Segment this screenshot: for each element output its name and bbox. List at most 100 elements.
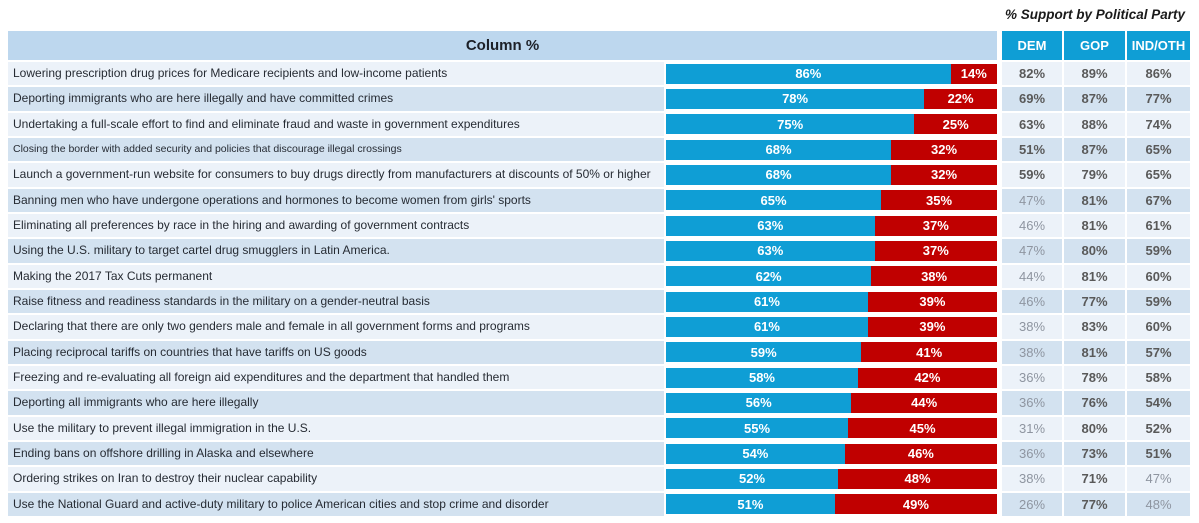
support-oppose-bar: 58% 42% [666, 365, 997, 390]
policy-label: Raise fitness and readiness standards in… [8, 289, 664, 314]
gop-column-header: GOP [1064, 31, 1125, 60]
oppose-segment: 48% [838, 468, 997, 489]
policy-label: Declaring that there are only two gender… [8, 315, 664, 339]
table-row: Making the 2017 Tax Cuts permanent 62% 3… [8, 264, 1190, 290]
dem-value: 63% [1002, 112, 1062, 136]
ind-oth-value: 77% [1127, 87, 1190, 111]
rows: Lowering prescription drug prices for Me… [8, 62, 1190, 518]
policy-label: Lowering prescription drug prices for Me… [8, 62, 664, 86]
stacked-bar: 78% 22% [666, 88, 997, 109]
gop-value: 87% [1064, 137, 1125, 162]
policy-label: Deporting immigrants who are here illega… [8, 87, 664, 111]
dem-value: 82% [1002, 62, 1062, 86]
support-segment: 61% [666, 316, 868, 337]
stacked-bar: 59% 41% [666, 342, 997, 363]
oppose-segment: 32% [891, 164, 997, 185]
dem-column-header: DEM [1002, 31, 1062, 60]
policy-label: Launch a government-run website for cons… [8, 163, 664, 187]
gop-value: 77% [1064, 492, 1125, 516]
policy-label: Deporting all immigrants who are here il… [8, 391, 664, 415]
dem-value: 51% [1002, 137, 1062, 162]
oppose-segment: 38% [871, 266, 997, 287]
support-oppose-bar: 78% 22% [666, 87, 997, 111]
stacked-bar: 58% 42% [666, 367, 997, 388]
dem-value: 36% [1002, 391, 1062, 415]
support-oppose-bar: 61% 39% [666, 289, 997, 314]
table-row: Placing reciprocal tariffs on countries … [8, 340, 1190, 366]
table-row: Freezing and re-evaluating all foreign a… [8, 365, 1190, 391]
stacked-bar: 63% 37% [666, 240, 997, 261]
gop-value: 77% [1064, 289, 1125, 314]
gop-value: 76% [1064, 391, 1125, 415]
support-oppose-bar: 68% 32% [666, 137, 997, 162]
support-oppose-bar: 52% 48% [666, 467, 997, 491]
oppose-segment: 42% [857, 367, 997, 388]
ind-oth-value: 52% [1127, 416, 1190, 440]
gop-value: 73% [1064, 441, 1125, 466]
policy-label: Freezing and re-evaluating all foreign a… [8, 365, 664, 390]
support-segment: 58% [666, 367, 858, 388]
policy-label: Using the U.S. military to target cartel… [8, 239, 664, 263]
support-oppose-bar: 86% 14% [666, 62, 997, 86]
support-oppose-bar: 55% 45% [666, 416, 997, 440]
ind-oth-column-header: IND/OTH [1127, 31, 1190, 60]
support-oppose-bar: 51% 49% [666, 492, 997, 516]
dem-value: 59% [1002, 163, 1062, 187]
support-segment: 56% [666, 392, 852, 413]
dem-value: 26% [1002, 492, 1062, 516]
stacked-bar: 65% 35% [666, 190, 997, 211]
support-oppose-bar: 75% 25% [666, 112, 997, 136]
policy-label: Making the 2017 Tax Cuts permanent [8, 264, 664, 288]
support-segment: 54% [666, 443, 845, 464]
table-row: Ending bans on offshore drilling in Alas… [8, 441, 1190, 467]
support-segment: 51% [666, 494, 835, 515]
gop-value: 88% [1064, 112, 1125, 136]
table-row: Use the National Guard and active-duty m… [8, 492, 1190, 518]
policy-label: Undertaking a full-scale effort to find … [8, 112, 664, 136]
gop-value: 89% [1064, 62, 1125, 86]
support-segment: 62% [666, 266, 872, 287]
stacked-bar: 61% 39% [666, 316, 997, 337]
table-row: Launch a government-run website for cons… [8, 163, 1190, 188]
support-segment: 52% [666, 468, 839, 489]
oppose-segment: 49% [834, 494, 997, 515]
ind-oth-value: 60% [1127, 315, 1190, 339]
table-row: Lowering prescription drug prices for Me… [8, 62, 1190, 87]
gop-value: 78% [1064, 365, 1125, 390]
table-row: Use the military to prevent illegal immi… [8, 416, 1190, 442]
ind-oth-value: 59% [1127, 239, 1190, 263]
stacked-bar: 63% 37% [666, 215, 997, 236]
ind-oth-value: 74% [1127, 112, 1190, 136]
stacked-bar: 75% 25% [666, 114, 997, 135]
support-table: Column % DEM GOP IND/OTH Lowering prescr… [8, 31, 1190, 518]
gop-value: 80% [1064, 416, 1125, 440]
oppose-segment: 25% [914, 114, 997, 135]
dem-value: 46% [1002, 289, 1062, 314]
policy-label: Closing the border with added security a… [8, 137, 664, 162]
gop-value: 83% [1064, 315, 1125, 339]
ind-oth-value: 86% [1127, 62, 1190, 86]
ind-oth-value: 65% [1127, 163, 1190, 187]
support-segment: 59% [666, 342, 862, 363]
support-segment: 55% [666, 418, 849, 439]
gop-value: 81% [1064, 264, 1125, 288]
table-row: Eliminating all preferences by race in t… [8, 213, 1190, 239]
stacked-bar: 68% 32% [666, 139, 997, 160]
oppose-segment: 46% [844, 443, 997, 464]
policy-label: Use the National Guard and active-duty m… [8, 492, 664, 516]
ind-oth-value: 61% [1127, 213, 1190, 238]
stacked-bar: 54% 46% [666, 443, 997, 464]
dem-value: 36% [1002, 365, 1062, 390]
support-oppose-bar: 56% 44% [666, 391, 997, 415]
oppose-segment: 37% [874, 240, 997, 261]
dem-value: 46% [1002, 213, 1062, 238]
dem-value: 38% [1002, 467, 1062, 491]
dem-value: 47% [1002, 239, 1062, 263]
policy-label: Placing reciprocal tariffs on countries … [8, 340, 664, 364]
ind-oth-value: 67% [1127, 188, 1190, 212]
table-row: Deporting immigrants who are here illega… [8, 87, 1190, 112]
oppose-segment: 39% [867, 316, 997, 337]
dem-value: 69% [1002, 87, 1062, 111]
oppose-segment: 14% [950, 63, 997, 84]
table-row: Raise fitness and readiness standards in… [8, 289, 1190, 315]
